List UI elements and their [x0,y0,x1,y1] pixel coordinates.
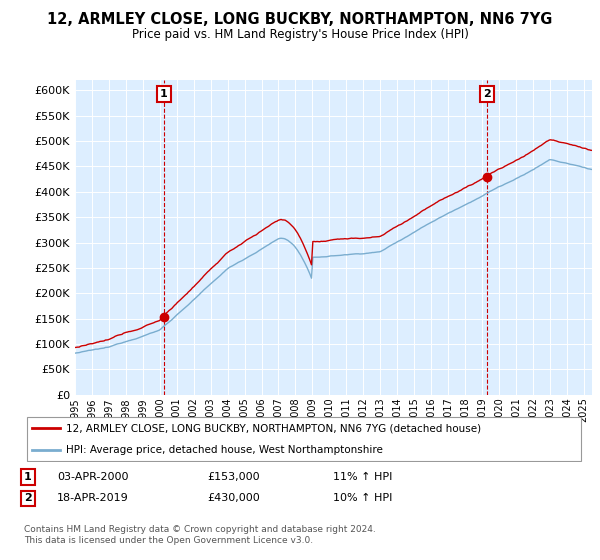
Text: 10% ↑ HPI: 10% ↑ HPI [333,493,392,503]
Text: 12, ARMLEY CLOSE, LONG BUCKBY, NORTHAMPTON, NN6 7YG (detached house): 12, ARMLEY CLOSE, LONG BUCKBY, NORTHAMPT… [66,423,481,433]
Text: 1: 1 [160,89,168,99]
Text: Contains HM Land Registry data © Crown copyright and database right 2024.
This d: Contains HM Land Registry data © Crown c… [24,525,376,545]
Text: 03-APR-2000: 03-APR-2000 [57,472,128,482]
Text: 2: 2 [483,89,491,99]
Text: 11% ↑ HPI: 11% ↑ HPI [333,472,392,482]
Text: 12, ARMLEY CLOSE, LONG BUCKBY, NORTHAMPTON, NN6 7YG: 12, ARMLEY CLOSE, LONG BUCKBY, NORTHAMPT… [47,12,553,27]
Text: £430,000: £430,000 [207,493,260,503]
Text: £153,000: £153,000 [207,472,260,482]
Text: Price paid vs. HM Land Registry's House Price Index (HPI): Price paid vs. HM Land Registry's House … [131,28,469,41]
Text: 2: 2 [24,493,32,503]
Text: 1: 1 [24,472,32,482]
Text: 18-APR-2019: 18-APR-2019 [57,493,129,503]
Text: HPI: Average price, detached house, West Northamptonshire: HPI: Average price, detached house, West… [66,445,383,455]
FancyBboxPatch shape [27,417,581,461]
